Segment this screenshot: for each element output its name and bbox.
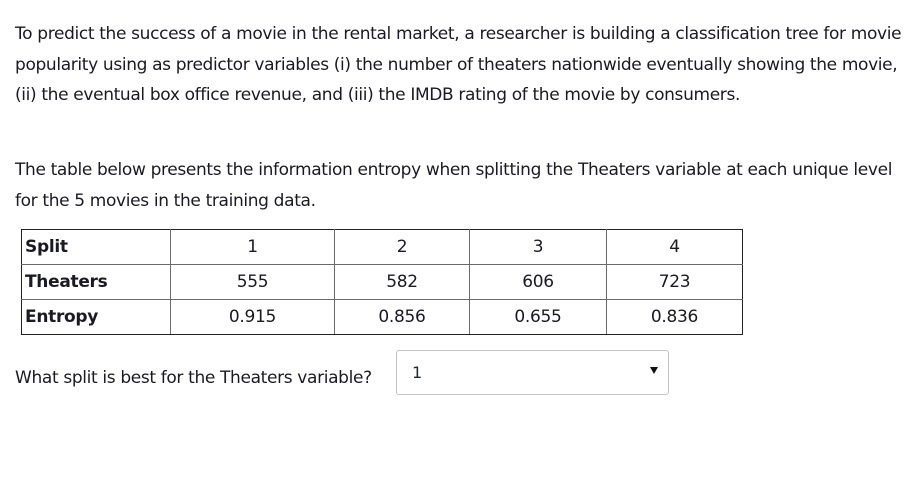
table-intro-text: The table below presents the information… bbox=[15, 160, 893, 211]
table-cell: 0.655 bbox=[469, 299, 607, 335]
table-cell: 582 bbox=[334, 264, 470, 300]
table-cell: 555 bbox=[170, 264, 335, 300]
table-cell: 723 bbox=[606, 264, 743, 300]
question-label: What split is best for the Theaters vari… bbox=[15, 368, 372, 388]
table-cell: 4 bbox=[606, 229, 743, 265]
row-header-split: Split bbox=[21, 229, 171, 265]
table-cell: 606 bbox=[469, 264, 607, 300]
best-split-dropdown[interactable]: 1 bbox=[396, 350, 669, 395]
problem-description: To predict the success of a movie in the… bbox=[15, 24, 902, 105]
row-header-theaters: Theaters bbox=[21, 264, 171, 300]
table-cell: 0.836 bbox=[606, 299, 743, 335]
table-cell: 0.915 bbox=[170, 299, 335, 335]
table-row-split: Split 1 2 3 4 bbox=[21, 229, 743, 265]
row-header-entropy: Entropy bbox=[21, 299, 171, 335]
table-cell: 3 bbox=[469, 229, 607, 265]
table-cell: 1 bbox=[170, 229, 335, 265]
table-row-theaters: Theaters 555 582 606 723 bbox=[21, 264, 743, 300]
dropdown-selected-value: 1 bbox=[412, 363, 423, 382]
caret-down-icon bbox=[650, 367, 658, 374]
table-cell: 0.856 bbox=[334, 299, 470, 335]
table-row-entropy: Entropy 0.915 0.856 0.655 0.836 bbox=[21, 299, 743, 335]
entropy-table: Split 1 2 3 4 Theaters 555 582 606 723 E… bbox=[21, 229, 743, 335]
table-cell: 2 bbox=[334, 229, 470, 265]
